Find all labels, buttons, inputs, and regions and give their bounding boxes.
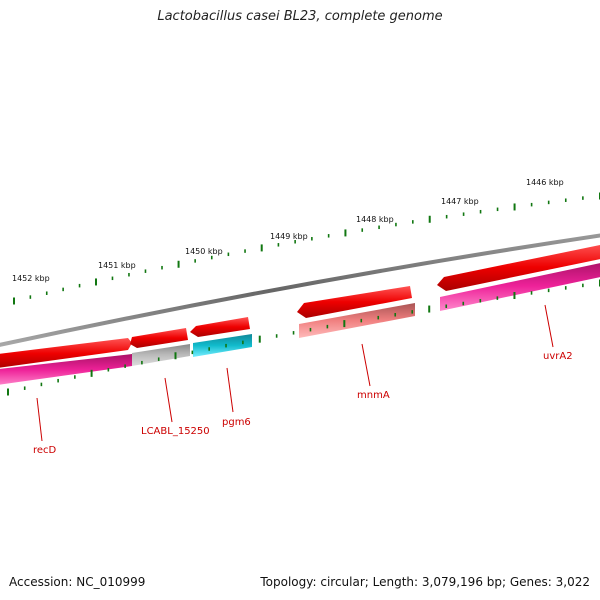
scale-label: 1452 kbp [12, 274, 50, 283]
forward-strand [0, 243, 600, 369]
leader-line-uvrA2 [544, 304, 554, 348]
gene-label-mnmA[interactable]: mnmA [357, 390, 390, 401]
cds-feature[interactable] [437, 243, 600, 291]
cds-feature[interactable] [130, 328, 188, 348]
gene-labels: recD LCABL_15250 pgm6 mnmA uvrA2 [33, 351, 573, 456]
gene-mnmA-bar[interactable] [299, 303, 415, 338]
gene-row [0, 261, 600, 386]
gene-recD-bar[interactable] [0, 354, 132, 386]
cds-feature[interactable] [190, 317, 250, 337]
backbone-arc [0, 233, 600, 347]
gene-label-pgm6[interactable]: pgm6 [222, 417, 251, 428]
inner-ticks [7, 279, 600, 396]
leader-line-pgm6 [226, 367, 234, 413]
gene-label-recD[interactable]: recD [33, 445, 57, 456]
accession-text: Accession: NC_010999 [9, 575, 146, 589]
scale-label: 1446 kbp [526, 178, 564, 187]
scale-ticks [13, 192, 600, 305]
cds-feature[interactable] [297, 286, 412, 318]
genome-summary-text: Topology: circular; Length: 3,079,196 bp… [260, 575, 590, 589]
genome-title: Lactobacillus casei BL23, complete genom… [157, 9, 443, 24]
leader-line-mnmA [361, 343, 371, 387]
gene-uvrA2-bar[interactable] [440, 261, 600, 311]
gene-LCABL_15250-bar[interactable] [132, 344, 190, 366]
scale-label: 1447 kbp [441, 197, 479, 206]
gene-label-LCABL_15250[interactable]: LCABL_15250 [141, 426, 210, 437]
gene-label-uvrA2[interactable]: uvrA2 [543, 351, 573, 362]
leader-line-recD [36, 397, 43, 442]
scale-label: 1450 kbp [185, 247, 223, 256]
gene-pgm6-bar[interactable] [193, 334, 252, 357]
leader-lines [36, 304, 554, 442]
cds-feature[interactable] [0, 338, 132, 369]
scale-label: 1448 kbp [356, 215, 394, 224]
scale-label: 1451 kbp [98, 261, 136, 270]
leader-line-LCABL_15250 [164, 377, 173, 423]
scale-label: 1449 kbp [270, 232, 308, 241]
scale-labels: 1452 kbp 1451 kbp 1450 kbp 1449 kbp 1448… [12, 178, 564, 283]
